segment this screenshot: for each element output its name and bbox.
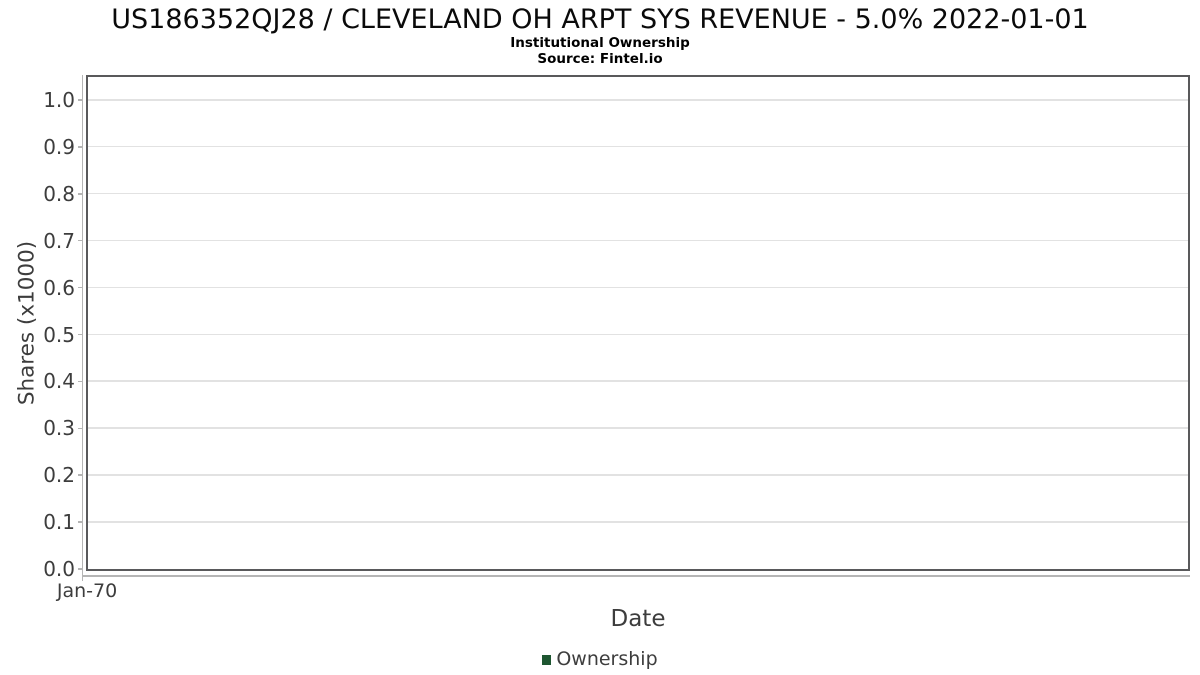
chart-source-note: Source: Fintel.io xyxy=(537,51,663,67)
gridline-y-0.5 xyxy=(88,333,1188,335)
gridline-y-0.1 xyxy=(88,521,1188,523)
gridline-y-0.2 xyxy=(88,474,1188,476)
y-tick-mark-0.6 xyxy=(78,286,82,289)
y-tick-label-0.4: 0.4 xyxy=(43,369,75,394)
legend-label-ownership: Ownership xyxy=(556,648,658,670)
gridline-y-0.3 xyxy=(88,427,1188,429)
x-axis-line xyxy=(81,575,1190,577)
x-tick-label: Jan-70 xyxy=(56,580,118,602)
gridline-y-1.0 xyxy=(88,99,1188,101)
y-tick-label-0.0: 0.0 xyxy=(43,557,75,581)
gridline-y-0.7 xyxy=(88,239,1188,242)
gridline-y-0.6 xyxy=(88,286,1188,289)
y-tick-label-0.7: 0.7 xyxy=(43,228,75,253)
y-tick-mark-0.7 xyxy=(78,239,82,242)
y-tick-label-0.2: 0.2 xyxy=(43,463,75,488)
chart-subtitle: Institutional Ownership xyxy=(510,35,690,51)
y-tick-mark-0.9 xyxy=(78,146,82,148)
y-tick-label-0.1: 0.1 xyxy=(43,510,75,535)
y-tick-mark-1.0 xyxy=(78,99,82,101)
y-axis-title: Shares (x1000) xyxy=(14,240,40,406)
y-axis-line xyxy=(81,75,83,581)
legend: Ownership xyxy=(0,646,1200,672)
y-tick-mark-0.3 xyxy=(78,427,82,430)
y-tick-label-0.8: 0.8 xyxy=(43,181,75,206)
y-tick-mark-0.4 xyxy=(78,380,82,383)
plot-area xyxy=(86,75,1190,571)
y-tick-mark-0.0 xyxy=(78,568,82,570)
legend-swatch-ownership-icon xyxy=(542,655,552,665)
y-tick-label-0.6: 0.6 xyxy=(43,275,75,300)
gridline-y-0.4 xyxy=(88,380,1188,382)
y-tick-label-0.5: 0.5 xyxy=(43,322,75,347)
y-tick-label-1.0: 1.0 xyxy=(43,88,75,112)
gridline-y-0.8 xyxy=(88,192,1188,195)
y-tick-mark-0.1 xyxy=(78,521,82,523)
y-tick-mark-0.2 xyxy=(78,474,82,476)
x-axis-title: Date xyxy=(610,606,666,632)
y-tick-mark-0.5 xyxy=(78,333,82,336)
y-tick-label-0.9: 0.9 xyxy=(43,134,75,159)
gridline-y-0.9 xyxy=(88,145,1188,148)
chart-title: US186352QJ28 / CLEVELAND OH ARPT SYS REV… xyxy=(111,4,1089,35)
y-tick-mark-0.8 xyxy=(78,193,82,195)
y-tick-label-0.3: 0.3 xyxy=(43,416,75,441)
